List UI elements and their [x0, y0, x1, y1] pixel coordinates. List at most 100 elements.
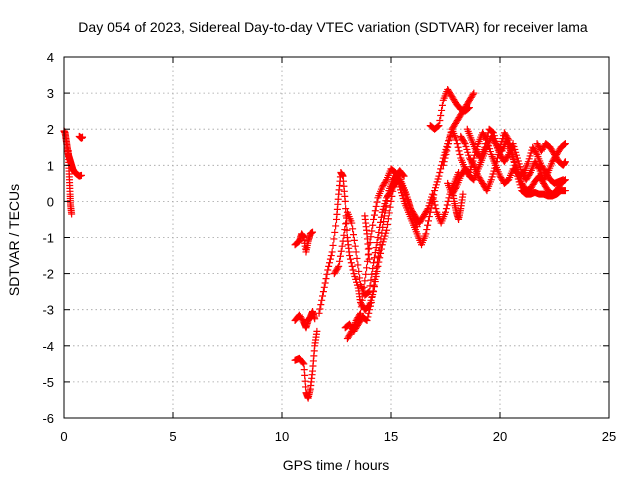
- x-tick-label: 0: [60, 429, 67, 444]
- data-point: [353, 254, 361, 262]
- data-point: [436, 169, 444, 177]
- data-point: [371, 249, 379, 257]
- data-point: [342, 205, 350, 213]
- data-point: [309, 228, 317, 236]
- data-point: [369, 221, 377, 229]
- data-point: [385, 209, 393, 217]
- data-point: [363, 264, 371, 272]
- data-point: [362, 270, 370, 278]
- data-point: [334, 264, 342, 272]
- data-point: [354, 261, 362, 269]
- data-point: [336, 257, 344, 265]
- data-point: [561, 140, 569, 148]
- data-point: [424, 221, 432, 229]
- data-point: [370, 259, 378, 267]
- data-point: [441, 154, 449, 162]
- data-point: [387, 197, 395, 205]
- data-point: [504, 152, 512, 160]
- data-point: [372, 270, 380, 278]
- data-point: [383, 226, 391, 234]
- data-point: [339, 237, 347, 245]
- data-point: [359, 290, 367, 298]
- data-point: [445, 194, 453, 202]
- data-point: [375, 228, 383, 236]
- y-tick-label: -4: [42, 339, 54, 354]
- data-point: [320, 283, 328, 291]
- data-point: [444, 197, 452, 205]
- data-point: [318, 296, 326, 304]
- data-point: [351, 242, 359, 250]
- data-point: [349, 266, 357, 274]
- x-tick-labels: 0 5 10 15 20 25: [60, 429, 616, 444]
- data-point: [444, 143, 452, 151]
- data-point: [348, 262, 356, 270]
- data-point: [532, 149, 540, 157]
- data-point: [330, 235, 338, 243]
- data-point: [437, 111, 445, 119]
- data-point: [355, 267, 363, 275]
- data-point: [465, 104, 473, 112]
- y-tick-label: 4: [47, 50, 54, 65]
- data-point: [469, 160, 477, 168]
- data-point: [380, 212, 388, 220]
- data-point: [430, 191, 438, 199]
- data-point: [437, 165, 445, 173]
- data-point: [373, 198, 381, 206]
- data-point: [483, 132, 491, 140]
- y-tick-labels: -6 -5 -4 -3 -2 -1 0 1 2 3 4: [42, 50, 54, 426]
- data-point: [373, 264, 381, 272]
- data-point: [493, 158, 501, 166]
- data-point: [368, 293, 376, 301]
- data-point: [459, 190, 467, 198]
- x-tick-label: 25: [602, 429, 616, 444]
- chart-title: Day 054 of 2023, Sidereal Day-to-day VTE…: [78, 19, 588, 35]
- data-point: [435, 122, 443, 130]
- data-point: [428, 200, 436, 208]
- data-point: [383, 197, 391, 205]
- data-point: [342, 220, 350, 228]
- data-point: [331, 228, 339, 236]
- x-tick-label: 5: [169, 429, 176, 444]
- data-point: [377, 218, 385, 226]
- data-point: [317, 301, 325, 309]
- data-point: [427, 204, 435, 212]
- data-point: [422, 230, 430, 238]
- y-axis-label: SDTVAR / TECUs: [6, 184, 22, 296]
- data-point: [326, 259, 334, 267]
- data-point: [356, 311, 364, 319]
- data-point: [347, 259, 355, 267]
- y-tick-label: 0: [47, 194, 54, 209]
- data-point: [341, 226, 349, 234]
- data-point: [370, 281, 378, 289]
- x-tick-label: 10: [275, 429, 289, 444]
- data-point: [384, 221, 392, 229]
- data-point: [68, 210, 76, 218]
- data-point: [436, 117, 444, 125]
- y-tick-label: -5: [42, 375, 54, 390]
- data-point: [336, 252, 344, 260]
- data-point: [347, 329, 355, 337]
- data-point: [494, 150, 502, 158]
- data-point: [382, 202, 390, 210]
- data-point: [374, 252, 382, 260]
- data-point: [350, 236, 358, 244]
- data-point: [370, 215, 378, 223]
- data-point: [438, 106, 446, 114]
- data-point: [364, 288, 372, 296]
- data-point: [368, 270, 376, 278]
- data-point: [443, 201, 451, 209]
- data-point: [442, 205, 450, 213]
- data-point: [399, 171, 407, 179]
- data-point: [367, 302, 375, 310]
- data-point: [349, 225, 357, 233]
- data-point: [79, 133, 87, 141]
- data-point: [370, 211, 378, 219]
- data-point: [360, 283, 368, 291]
- data-point: [322, 275, 330, 283]
- data-point: [380, 218, 388, 226]
- data-point: [371, 275, 379, 283]
- data-point: [321, 279, 329, 287]
- data-point: [323, 270, 331, 278]
- data-point: [369, 287, 377, 295]
